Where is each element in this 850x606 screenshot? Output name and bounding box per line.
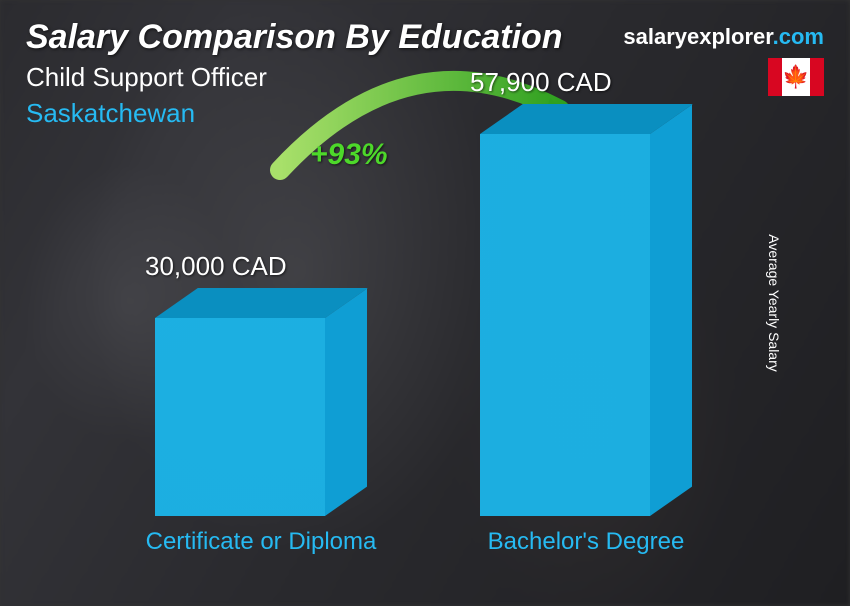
chart-title: Salary Comparison By Education [26, 18, 563, 57]
brand-label: salaryexplorer.com [623, 24, 824, 50]
bar-category-label: Bachelor's Degree [446, 528, 726, 556]
percentage-increase-label: +93% [310, 138, 388, 172]
bar [480, 104, 650, 516]
infographic-container: Salary Comparison By Education Child Sup… [0, 0, 850, 606]
maple-leaf-icon: 🍁 [782, 66, 809, 88]
bar [155, 288, 325, 516]
bar-chart: +93% 30,000 CADCertificate or Diploma57,… [80, 130, 770, 556]
brand-name: salaryexplorer [623, 24, 772, 49]
bar-value-label: 57,900 CAD [470, 67, 612, 98]
brand-tld: .com [773, 24, 824, 49]
bar-category-label: Certificate or Diploma [121, 528, 401, 556]
canada-flag-icon: 🍁 [768, 58, 824, 96]
bar-value-label: 30,000 CAD [145, 251, 287, 282]
